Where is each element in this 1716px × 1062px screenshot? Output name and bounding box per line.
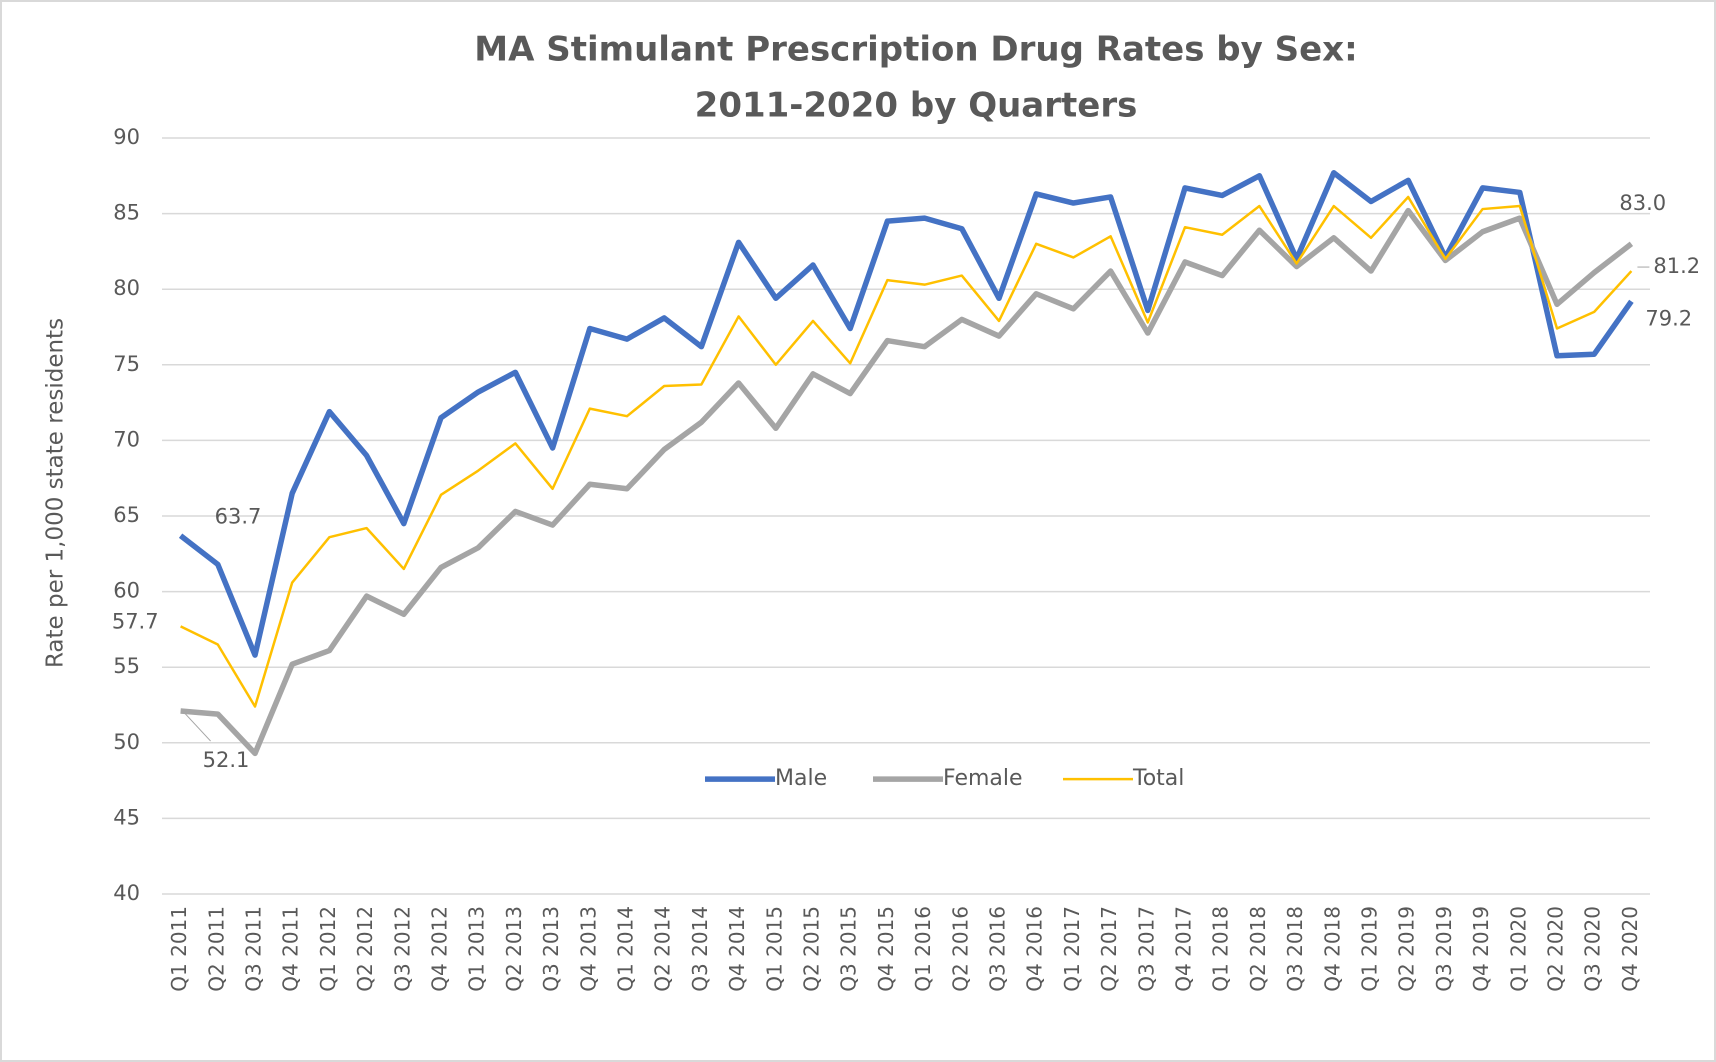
x-tick-label: Q1 2014 xyxy=(614,906,638,992)
legend-label: Female xyxy=(943,766,1023,791)
x-tick-label: Q4 2016 xyxy=(1023,906,1047,992)
x-tick-label: Q2 2014 xyxy=(651,906,675,992)
x-tick-label: Q4 2012 xyxy=(428,906,452,992)
x-tick-label: Q2 2020 xyxy=(1544,906,1568,992)
x-tick-label: Q4 2013 xyxy=(576,906,600,992)
data-label: 83.0 xyxy=(1619,191,1666,215)
x-tick-label: Q4 2015 xyxy=(874,906,898,992)
chart-title: 2011-2020 by Quarters xyxy=(695,86,1138,126)
x-tick-label: Q3 2012 xyxy=(390,906,414,992)
x-tick-label: Q1 2011 xyxy=(167,906,191,992)
data-label: 81.2 xyxy=(1653,254,1700,278)
y-tick-label: 50 xyxy=(113,730,140,754)
x-tick-label: Q2 2018 xyxy=(1246,906,1270,992)
y-tick-label: 40 xyxy=(113,881,140,905)
x-tick-label: Q1 2015 xyxy=(762,906,786,992)
data-label: 52.1 xyxy=(203,748,250,772)
y-tick-label: 70 xyxy=(113,427,140,451)
y-tick-label: 65 xyxy=(113,503,140,527)
x-tick-label: Q2 2012 xyxy=(353,906,377,992)
y-tick-label: 55 xyxy=(113,654,140,678)
data-label: 57.7 xyxy=(112,609,159,633)
chart-title: MA Stimulant Prescription Drug Rates by … xyxy=(474,30,1357,70)
x-tick-label: Q3 2018 xyxy=(1283,906,1307,992)
legend-label: Male xyxy=(775,766,827,791)
x-tick-label: Q4 2018 xyxy=(1320,906,1344,992)
x-tick-label: Q1 2016 xyxy=(911,906,935,992)
x-tick-label: Q2 2016 xyxy=(948,906,972,992)
x-tick-label: Q4 2020 xyxy=(1618,906,1642,992)
y-tick-label: 45 xyxy=(113,805,140,829)
leader-line xyxy=(184,712,211,742)
y-tick-label: 60 xyxy=(113,579,140,603)
x-tick-label: Q2 2013 xyxy=(502,906,526,992)
x-tick-label: Q2 2011 xyxy=(204,906,228,992)
x-tick-label: Q4 2017 xyxy=(1172,906,1196,992)
x-tick-label: Q1 2017 xyxy=(1060,906,1084,992)
x-tick-label: Q1 2012 xyxy=(316,906,340,992)
x-tick-label: Q3 2020 xyxy=(1581,906,1605,992)
x-tick-label: Q3 2016 xyxy=(986,906,1010,992)
x-tick-label: Q1 2020 xyxy=(1506,906,1530,992)
x-tick-label: Q2 2015 xyxy=(800,906,824,992)
x-tick-label: Q4 2011 xyxy=(279,906,303,992)
x-tick-label: Q4 2014 xyxy=(725,906,749,992)
x-tick-label: Q3 2013 xyxy=(539,906,563,992)
x-tick-label: Q3 2015 xyxy=(837,906,861,992)
y-tick-label: 80 xyxy=(113,276,140,300)
series-line xyxy=(178,170,1634,658)
y-tick-label: 75 xyxy=(113,352,140,376)
series-line xyxy=(180,207,1634,757)
series-line xyxy=(180,195,1633,708)
x-tick-label: Q4 2019 xyxy=(1469,906,1493,992)
x-tick-label: Q1 2013 xyxy=(465,906,489,992)
y-tick-label: 85 xyxy=(113,201,140,225)
x-tick-label: Q1 2019 xyxy=(1358,906,1382,992)
x-tick-label: Q3 2017 xyxy=(1134,906,1158,992)
x-tick-label: Q1 2018 xyxy=(1209,906,1233,992)
y-tick-label: 90 xyxy=(113,125,140,149)
data-label: 63.7 xyxy=(215,505,262,529)
legend-label: Total xyxy=(1132,766,1184,791)
x-tick-label: Q3 2011 xyxy=(242,906,266,992)
x-tick-label: Q2 2017 xyxy=(1097,906,1121,992)
x-tick-label: Q3 2014 xyxy=(688,906,712,992)
data-label: 79.2 xyxy=(1645,306,1692,330)
x-tick-label: Q2 2019 xyxy=(1395,906,1419,992)
x-tick-label: Q3 2019 xyxy=(1432,906,1456,992)
y-axis-label: Rate per 1,000 state residents xyxy=(43,318,69,668)
